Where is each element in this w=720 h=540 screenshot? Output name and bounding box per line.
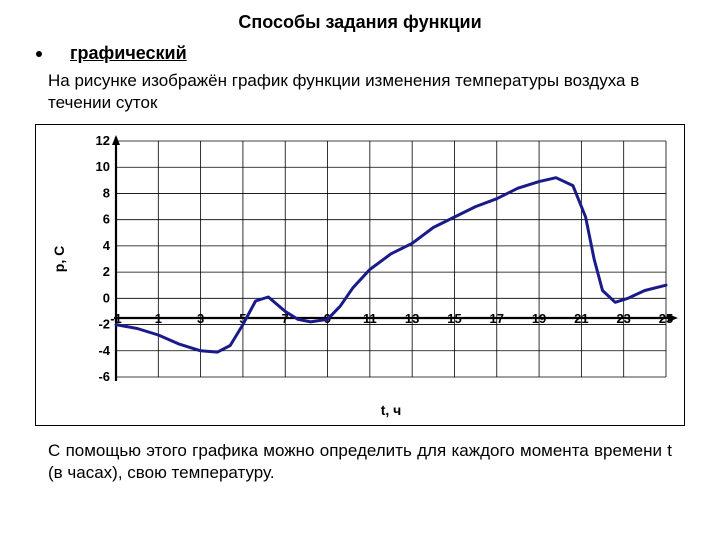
svg-text:0: 0 bbox=[103, 291, 110, 306]
svg-text:19: 19 bbox=[532, 311, 546, 326]
svg-text:15: 15 bbox=[447, 311, 461, 326]
bullet-icon bbox=[36, 51, 42, 57]
temperature-chart: -6-4-2024681012-1135791113151719212325p,… bbox=[36, 125, 684, 425]
svg-text:-4: -4 bbox=[98, 343, 110, 358]
svg-text:13: 13 bbox=[405, 311, 419, 326]
svg-text:3: 3 bbox=[197, 311, 204, 326]
svg-text:4: 4 bbox=[103, 238, 111, 253]
chart-caption: С помощью этого графика можно определить… bbox=[48, 440, 672, 484]
slide-title: Способы задания функции bbox=[32, 12, 688, 33]
svg-text:p, С: p, С bbox=[51, 246, 67, 272]
svg-text:21: 21 bbox=[574, 311, 588, 326]
svg-text:8: 8 bbox=[103, 186, 110, 201]
bullet-text: графический bbox=[70, 43, 187, 64]
chart-container: -6-4-2024681012-1135791113151719212325p,… bbox=[35, 124, 685, 426]
svg-text:25: 25 bbox=[659, 311, 673, 326]
chart-description: На рисунке изображён график функции изме… bbox=[48, 70, 688, 114]
svg-text:17: 17 bbox=[490, 311, 504, 326]
svg-text:11: 11 bbox=[363, 311, 377, 326]
svg-text:2: 2 bbox=[103, 264, 110, 279]
bullet-row: графический bbox=[32, 43, 688, 64]
svg-text:12: 12 bbox=[96, 133, 110, 148]
svg-text:-2: -2 bbox=[98, 317, 110, 332]
svg-text:-6: -6 bbox=[98, 369, 110, 384]
svg-text:6: 6 bbox=[103, 212, 110, 227]
svg-text:10: 10 bbox=[96, 159, 110, 174]
svg-text:1: 1 bbox=[155, 311, 162, 326]
svg-text:23: 23 bbox=[616, 311, 630, 326]
svg-text:t, ч: t, ч bbox=[381, 402, 402, 418]
